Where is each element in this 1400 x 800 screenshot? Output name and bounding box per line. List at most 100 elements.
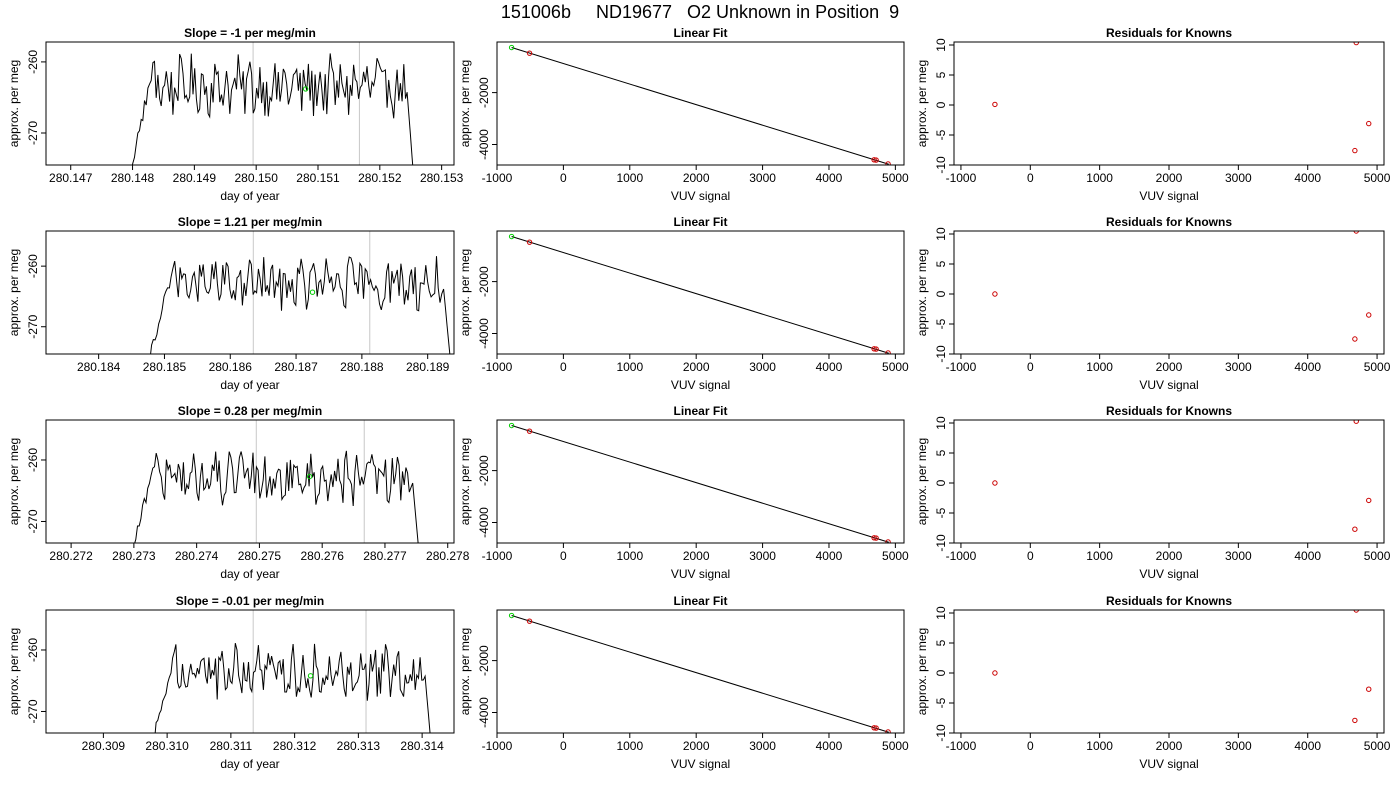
x-tick-label: 280.185: [143, 360, 187, 374]
x-axis-label: day of year: [220, 567, 279, 581]
y-tick-label: -5: [934, 129, 948, 140]
y-axis-label: approx. per meg: [458, 249, 472, 336]
panel-1-1: Slope = -1 per meg/min 280.147 280.148 280.…: [7, 26, 464, 203]
y-tick-label: -10: [934, 345, 948, 363]
x-tick-label: 280.276: [300, 549, 344, 563]
x-tick-label: 1000: [1086, 171, 1113, 185]
y-tick-label: -260: [26, 254, 40, 278]
y-axis-label: approx. per meg: [915, 60, 929, 147]
x-tick-label: 2000: [1156, 360, 1183, 374]
x-tick-label: 280.148: [111, 171, 155, 185]
known-point: [885, 161, 891, 165]
y-tick-label: -5: [934, 697, 948, 708]
y-tick-label: -270: [26, 121, 40, 145]
x-tick-label: 280.314: [400, 739, 444, 753]
y-tick-label: -4000: [477, 129, 491, 160]
plot-frame: [953, 230, 1385, 355]
known-point: [526, 50, 533, 56]
plot-frame: [953, 41, 1385, 166]
x-tick-label: -1000: [946, 360, 977, 374]
x-tick-label: 0: [1027, 549, 1034, 563]
y-tick-label: 0: [934, 479, 948, 486]
x-tick-label: 0: [560, 549, 567, 563]
x-tick-label: 4000: [816, 739, 843, 753]
known-point: [1352, 336, 1358, 342]
panel-4-1: Slope = -0.01 per meg/min 280.309 280.310 2…: [7, 594, 455, 771]
unknown-point: [307, 673, 314, 679]
x-tick-label: 280.151: [296, 171, 340, 185]
x-tick-label: 3000: [1225, 739, 1252, 753]
y-tick-label: 0: [934, 101, 948, 108]
x-tick-label: 5000: [882, 549, 909, 563]
y-tick-label: -4000: [477, 507, 491, 538]
x-tick-label: 4000: [816, 360, 843, 374]
panel-4-3: Residuals for Knowns -1000 0 1000 2000 3000 40…: [915, 594, 1391, 771]
x-axis-label: day of year: [220, 378, 279, 392]
y-tick-label: 5: [934, 71, 948, 78]
panel-4-2: Linear Fit -1000 0 1000 2000 3000 4000 5000 -200…: [458, 594, 909, 771]
x-tick-label: 2000: [683, 171, 710, 185]
x-tick-label: -1000: [482, 549, 513, 563]
plot-frame: [45, 41, 455, 166]
unknown-point: [508, 612, 515, 619]
x-tick-label: 5000: [882, 171, 909, 185]
x-axis-label: day of year: [220, 189, 279, 203]
x-tick-label: 1000: [616, 360, 643, 374]
x-tick-label: 5000: [882, 360, 909, 374]
x-tick-label: 280.187: [274, 360, 318, 374]
panel-title: Linear Fit: [673, 215, 727, 229]
plot-frame: [496, 609, 905, 734]
y-tick-label: -5: [934, 318, 948, 329]
panel-3-3: Residuals for Knowns -1000 0 1000 2000 3000 40…: [915, 404, 1391, 581]
y-axis-label: approx. per meg: [7, 628, 21, 715]
known-point: [885, 350, 891, 354]
unknown-point: [508, 44, 515, 51]
x-tick-label: 3000: [749, 171, 776, 185]
panel-2-3: Residuals for Knowns -1000 0 1000 2000 3000 40…: [915, 215, 1391, 392]
x-tick-label: 280.312: [273, 739, 317, 753]
x-tick-label: -1000: [482, 360, 513, 374]
x-tick-label: 3000: [749, 360, 776, 374]
y-tick-label: 10: [934, 416, 948, 430]
known-point: [1352, 526, 1358, 532]
x-tick-label: 0: [1027, 360, 1034, 374]
y-tick-label: -5: [934, 507, 948, 518]
y-tick-label: 5: [934, 449, 948, 456]
known-point: [1353, 42, 1359, 46]
y-tick-label: 5: [934, 260, 948, 267]
panel-3-1: Slope = 0.28 per meg/min 280.272 280.273 28…: [7, 404, 470, 581]
y-tick-label: -2000: [477, 266, 491, 297]
fit-line: [511, 615, 889, 733]
x-tick-label: 3000: [749, 739, 776, 753]
panel-title: Slope = -0.01 per meg/min: [176, 594, 324, 608]
y-tick-label: 10: [934, 38, 948, 52]
x-tick-label: -1000: [482, 739, 513, 753]
x-tick-label: 4000: [1294, 549, 1321, 563]
x-tick-label: 2000: [683, 739, 710, 753]
known-point: [1352, 717, 1358, 724]
x-tick-label: 3000: [1225, 360, 1252, 374]
unknown-point: [302, 86, 309, 92]
y-tick-label: -270: [26, 699, 40, 723]
data-trace: [154, 642, 431, 733]
plot-frame: [953, 609, 1385, 734]
panel-title: Linear Fit: [673, 404, 727, 418]
panel-3-2: Linear Fit -1000 0 1000 2000 3000 4000 5000 -200…: [458, 404, 909, 581]
x-tick-label: 5000: [1364, 739, 1391, 753]
x-tick-label: 1000: [616, 549, 643, 563]
y-tick-label: -260: [26, 448, 40, 472]
known-point: [992, 291, 998, 297]
y-axis-label: approx. per meg: [915, 249, 929, 336]
known-point: [873, 157, 879, 163]
y-tick-label: -260: [26, 638, 40, 662]
y-tick-label: -2000: [477, 455, 491, 486]
x-axis-label: VUV signal: [671, 567, 730, 581]
y-axis-label: approx. per meg: [458, 60, 472, 147]
x-tick-label: -1000: [482, 171, 513, 185]
panel-title: Slope = 1.21 per meg/min: [178, 215, 322, 229]
x-tick-label: 4000: [816, 171, 843, 185]
x-tick-label: 4000: [1294, 360, 1321, 374]
known-point: [873, 346, 879, 352]
y-tick-label: -10: [934, 156, 948, 174]
x-tick-label: 280.277: [363, 549, 407, 563]
